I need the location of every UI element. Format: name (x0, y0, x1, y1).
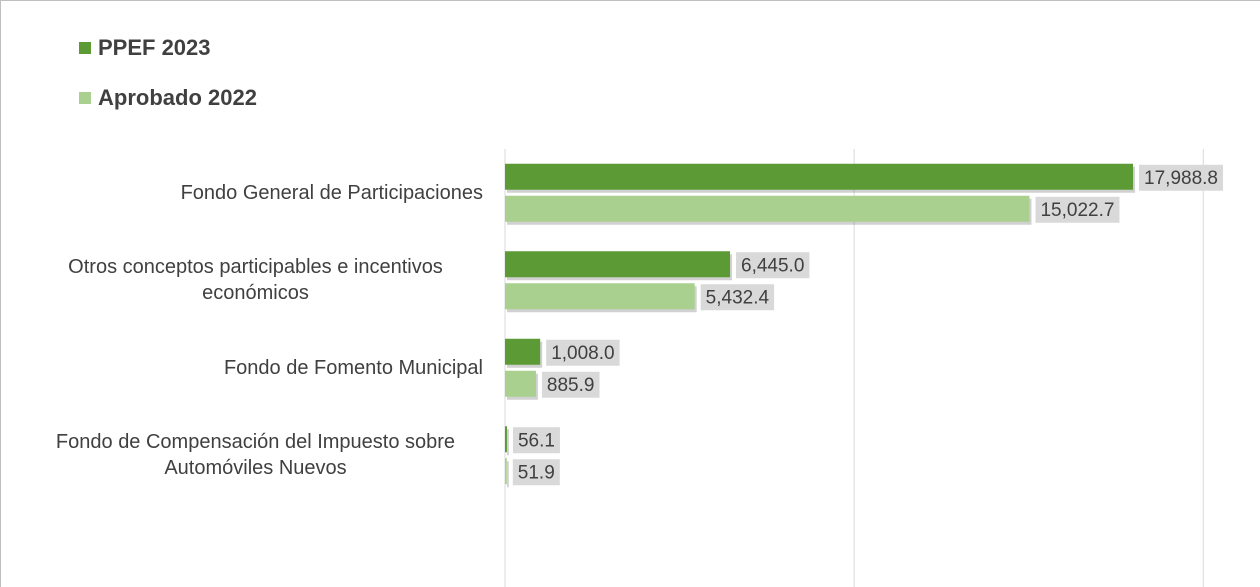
data-label: 885.9 (547, 375, 595, 396)
data-label-bg (1035, 196, 1120, 223)
data-label-bg (1139, 164, 1224, 191)
data-label-bg (546, 339, 620, 366)
data-label-bg (541, 371, 600, 398)
data-label: 15,022.7 (1040, 200, 1114, 221)
y-tick-label: Fondo de Compensación del Impuesto sobre… (55, 431, 456, 480)
bar (505, 251, 731, 278)
y-tick-label: Fondo General de Participaciones (180, 181, 483, 204)
bar (505, 370, 536, 397)
bar (505, 195, 1030, 222)
bar (505, 426, 507, 453)
bar-shadow (507, 429, 509, 456)
bar (505, 283, 695, 310)
data-label-bg (512, 459, 560, 486)
bar-shadow (507, 461, 509, 488)
legend-label: PPEF 2023 (98, 35, 211, 60)
legend-label: Aprobado 2022 (98, 85, 257, 110)
category-label-box: Otros conceptos participables e incentiv… (1, 254, 483, 306)
data-label-bg (512, 427, 560, 454)
y-tick-label: Fondo de Fomento Municipal (223, 356, 483, 379)
bar (505, 458, 507, 485)
category-label-box: Fondo de Compensación del Impuesto sobre… (1, 429, 483, 481)
data-label: 5,432.4 (706, 287, 770, 308)
category-label-box: Fondo de Fomento Municipal (1, 355, 483, 381)
bar (505, 338, 541, 365)
data-label: 51.9 (518, 462, 555, 483)
data-label: 1,008.0 (551, 343, 614, 364)
bar (505, 163, 1134, 190)
data-label-bg (736, 252, 810, 279)
legend-swatch (79, 42, 91, 54)
data-label: 6,445.0 (741, 255, 804, 276)
data-label: 17,988.8 (1144, 168, 1218, 189)
data-label-bg (700, 284, 775, 311)
legend-swatch (79, 92, 91, 104)
data-label: 56.1 (518, 430, 555, 451)
y-tick-label: Otros conceptos participables e incentiv… (68, 256, 443, 305)
category-label-box: Fondo General de Participaciones (1, 180, 483, 206)
